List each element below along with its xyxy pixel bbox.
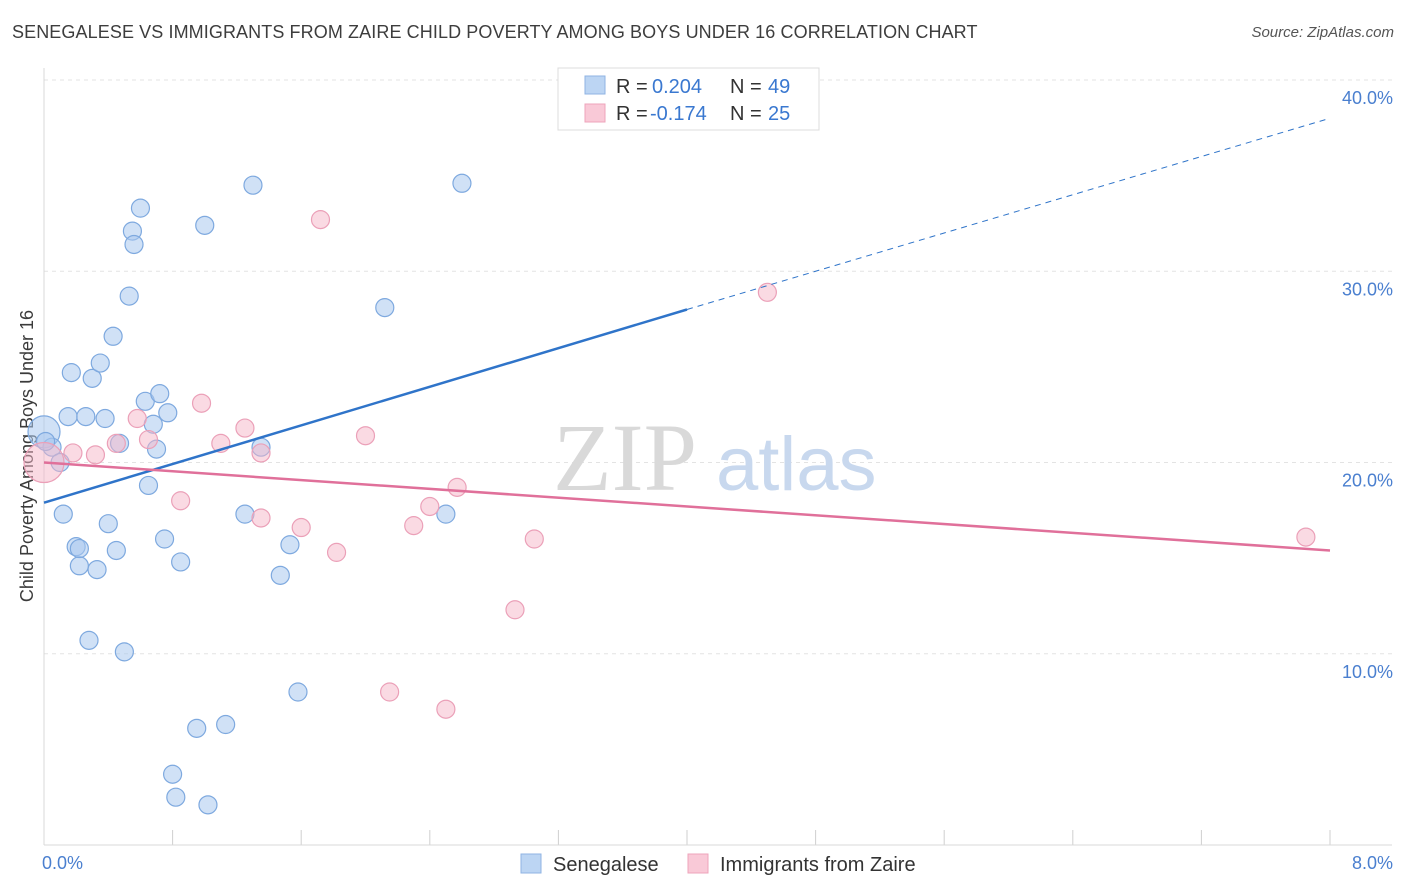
- x-tick-labels: 0.0% 8.0%: [42, 853, 1393, 873]
- point-senegalese-11: [82, 368, 102, 388]
- point-senegalese-36: [198, 795, 218, 815]
- grid-lines: [44, 79, 1392, 845]
- point-zaire-24: [1296, 527, 1316, 547]
- stats-n-value-2: 25: [768, 103, 790, 125]
- point-senegalese-34: [187, 718, 207, 738]
- point-zaire-19: [436, 699, 456, 719]
- trend-lines: [43, 117, 1331, 552]
- point-zaire-4: [127, 408, 147, 429]
- stats-r-value-1: 0.204: [652, 76, 702, 98]
- point-zaire-21: [505, 600, 525, 620]
- point-senegalese-14: [95, 408, 115, 429]
- source-label: Source: ZipAtlas.com: [1251, 24, 1394, 41]
- watermark: ZIP atlas: [553, 404, 877, 511]
- point-zaire-9: [235, 418, 255, 438]
- point-senegalese-19: [114, 642, 134, 662]
- point-zaire-3: [106, 433, 126, 453]
- point-senegalese-44: [375, 297, 395, 318]
- legend-swatch-senegalese: [520, 853, 542, 874]
- trend-line-zaire: [43, 461, 1331, 552]
- point-senegalese-33: [171, 552, 191, 572]
- stats-r-label-1: R =: [616, 76, 648, 98]
- point-senegalese-5: [58, 407, 78, 427]
- point-zaire-15: [355, 426, 376, 446]
- point-zaire-5: [138, 429, 159, 450]
- x-tick-label-max: 8.0%: [1352, 853, 1393, 873]
- watermark-atlas: atlas: [716, 422, 877, 507]
- point-zaire-13: [310, 210, 331, 230]
- trend-line-senegalese-extension: [686, 117, 1331, 310]
- point-zaire-7: [191, 393, 212, 413]
- point-zaire-16: [380, 682, 400, 702]
- point-senegalese-17: [106, 540, 126, 561]
- point-senegalese-15: [98, 514, 118, 534]
- point-senegalese-38: [235, 504, 255, 524]
- point-senegalese-23: [130, 198, 151, 218]
- point-zaire-14: [326, 542, 347, 562]
- watermark-zip: ZIP: [553, 404, 697, 511]
- stats-r-label-2: R =: [616, 103, 648, 125]
- point-zaire-12: [291, 517, 311, 538]
- point-zaire-2: [85, 445, 106, 465]
- point-zaire-6: [171, 491, 191, 511]
- point-senegalese-39: [243, 175, 263, 195]
- point-zaire-20: [447, 477, 467, 497]
- legend-label-zaire: Immigrants from Zaire: [720, 854, 916, 876]
- legend-label-senegalese: Senegalese: [553, 854, 659, 876]
- chart-title: SENEGALESE VS IMMIGRANTS FROM ZAIRE CHIL…: [12, 22, 978, 42]
- point-senegalese-13: [90, 353, 110, 373]
- y-tick-label-20: 20.0%: [1342, 471, 1393, 491]
- y-tick-labels: 10.0% 20.0% 30.0% 40.0%: [1342, 88, 1393, 682]
- point-zaire-22: [524, 529, 544, 549]
- stats-swatch-zaire: [584, 103, 606, 123]
- point-senegalese-46: [452, 173, 472, 193]
- point-senegalese-42: [280, 535, 300, 555]
- series-legend: Senegalese Immigrants from Zaire: [520, 853, 916, 876]
- y-tick-label-10: 10.0%: [1342, 662, 1393, 682]
- point-zaire-1: [63, 443, 83, 463]
- point-senegalese-35: [195, 215, 215, 235]
- legend-swatch-zaire: [687, 853, 709, 874]
- point-zaire-17: [404, 516, 424, 536]
- stats-n-label-2: N =: [730, 103, 762, 125]
- stats-n-label-1: N =: [730, 76, 762, 98]
- point-senegalese-45: [436, 504, 456, 524]
- point-senegalese-3: [53, 504, 73, 524]
- point-zaire-18: [420, 496, 440, 517]
- point-senegalese-4: [61, 363, 81, 383]
- point-senegalese-12: [87, 559, 107, 580]
- scatter-points: [23, 72, 1316, 815]
- point-senegalese-9: [76, 407, 96, 427]
- point-senegalese-31: [163, 764, 183, 784]
- point-senegalese-7: [69, 556, 89, 576]
- stats-n-value-1: 49: [768, 76, 790, 98]
- point-senegalese-16: [103, 326, 123, 346]
- y-tick-label-40: 40.0%: [1342, 88, 1393, 108]
- point-senegalese-43: [288, 682, 308, 702]
- stats-swatch-senegalese: [584, 75, 606, 95]
- point-senegalese-25: [138, 475, 159, 496]
- y-tick-label-30: 30.0%: [1342, 279, 1393, 299]
- point-senegalese-37: [216, 714, 236, 735]
- x-tick-label-min: 0.0%: [42, 853, 83, 873]
- point-senegalese-28: [150, 384, 170, 404]
- point-senegalese-20: [119, 286, 139, 306]
- point-senegalese-8: [69, 538, 89, 559]
- stats-r-value-2: -0.174: [650, 103, 707, 125]
- point-senegalese-29: [154, 529, 175, 549]
- point-senegalese-10: [79, 630, 99, 650]
- point-zaire-11: [251, 508, 271, 528]
- point-senegalese-41: [270, 565, 290, 585]
- point-senegalese-22: [124, 234, 144, 255]
- point-senegalese-30: [158, 403, 178, 423]
- point-senegalese-32: [166, 787, 186, 807]
- point-zaire-10: [251, 443, 271, 463]
- point-zaire-23: [757, 282, 777, 302]
- stats-legend: R = 0.204 N = 49 R = -0.174 N = 25: [557, 67, 820, 131]
